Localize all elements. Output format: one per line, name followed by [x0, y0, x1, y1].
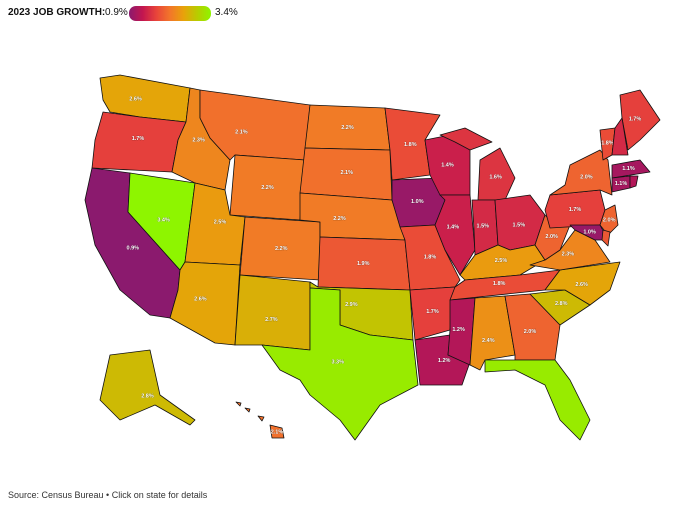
state-label: 2.6% — [575, 282, 588, 288]
state[interactable] — [434, 194, 476, 276]
state-label: 1.8% — [424, 254, 437, 260]
state-label: 2.9% — [345, 302, 358, 308]
state-label: 1.1% — [622, 166, 635, 172]
legend-min: 0.9% — [105, 7, 128, 18]
state[interactable] — [599, 204, 619, 236]
state-label: 2.6% — [129, 96, 142, 102]
state[interactable] — [629, 175, 639, 189]
state-label: 1.0% — [583, 229, 596, 235]
legend-bar — [129, 6, 211, 21]
state-label: 1.5% — [513, 222, 526, 228]
state-label: 2.7% — [265, 317, 278, 323]
state-label: 1.8% — [493, 281, 506, 287]
state-label: 2.2% — [275, 246, 288, 252]
state-label: 1.7% — [629, 116, 642, 122]
state-label: 1.9% — [357, 261, 370, 267]
state-label: 2.4% — [482, 338, 495, 344]
state[interactable] — [601, 229, 611, 247]
state[interactable] — [439, 127, 516, 201]
state-label: 2.8% — [141, 394, 154, 400]
state-label: 1.7% — [426, 309, 439, 315]
legend-max: 3.4% — [215, 7, 238, 18]
state-label: 2.5% — [214, 219, 227, 225]
state-label: 2.0% — [603, 217, 616, 223]
state-label: 1.8% — [404, 142, 417, 148]
state-label: 3.4% — [157, 217, 170, 223]
state[interactable] — [569, 224, 609, 241]
footer: Source: Census Bureau • Click on state f… — [8, 490, 208, 500]
state-label: 1.2% — [452, 327, 465, 333]
states: 2.6% 1.7% 0.9% 3.4% 2.3% 2.1% 2.2% 2.5% 2.6% 2.2%… — [84, 74, 661, 441]
state-label: 1.6% — [489, 175, 502, 181]
state[interactable] — [235, 401, 285, 439]
state-label: 2.8% — [555, 301, 568, 307]
state-label: 2.0% — [580, 175, 593, 181]
state-label: 2.0% — [545, 234, 558, 240]
state-label: 1.8% — [601, 141, 614, 147]
state-label: 2.2% — [333, 216, 346, 222]
state[interactable] — [484, 359, 591, 441]
state-label: 1.0% — [411, 199, 424, 205]
state-label: 1.2% — [438, 358, 451, 364]
state-label: 2.1% — [235, 130, 248, 136]
state[interactable] — [99, 349, 196, 426]
state-label: 2.1% — [271, 430, 284, 436]
state-label: 2.5% — [495, 258, 508, 264]
state-label: 1.4% — [441, 162, 454, 168]
state-label: 2.3% — [192, 138, 205, 144]
state-label: 2.1% — [340, 170, 353, 176]
state[interactable] — [261, 287, 419, 441]
state-label: 2.2% — [261, 185, 274, 191]
state[interactable] — [447, 297, 476, 366]
state-label: 1.7% — [569, 207, 582, 213]
state-label: 2.2% — [341, 125, 354, 131]
state-label: 2.6% — [194, 296, 207, 302]
state[interactable] — [234, 274, 311, 351]
state-label: 1.4% — [447, 225, 460, 231]
state-label: 1.7% — [132, 136, 145, 142]
state-label: 3.3% — [331, 359, 344, 365]
state[interactable] — [611, 159, 651, 179]
state[interactable] — [169, 261, 241, 346]
state-label: 1.1% — [615, 181, 628, 187]
state-label: 2.3% — [562, 251, 575, 257]
legend-title: 2023 JOB GROWTH: — [8, 7, 105, 18]
state-label: 1.5% — [477, 223, 490, 229]
state[interactable] — [611, 117, 629, 156]
state-label: 0.9% — [127, 246, 140, 252]
state-label: 2.0% — [524, 329, 537, 335]
